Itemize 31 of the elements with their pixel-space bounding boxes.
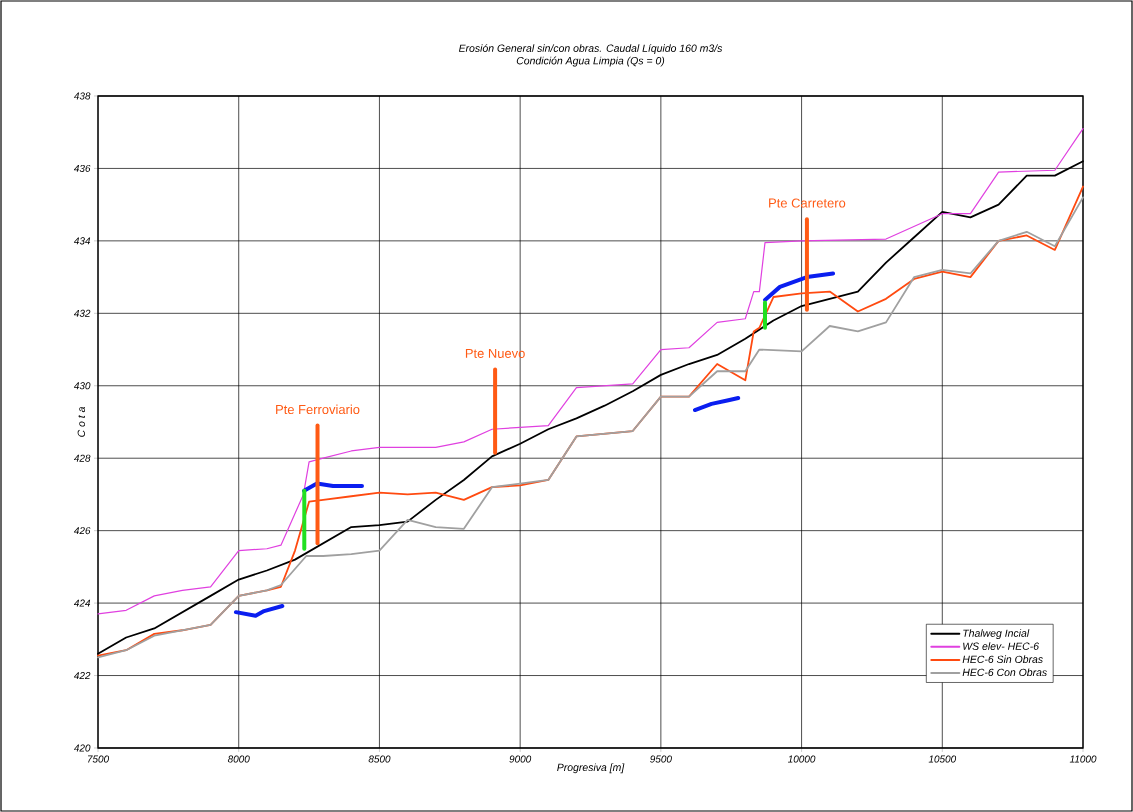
y-tick-label: 434 <box>73 237 91 245</box>
legend-label: HEC-6 Con Obras <box>962 668 1047 677</box>
x-tick-label: 8500 <box>368 755 391 763</box>
y-tick-label: 430 <box>73 382 91 390</box>
y-tick-label: 438 <box>73 92 91 100</box>
y-tick-label: 432 <box>73 309 91 317</box>
x-tick-label: 7500 <box>87 755 110 763</box>
legend-label: WS elev- HEC-6 <box>963 642 1039 650</box>
x-tick-label: 11000 <box>1069 755 1097 763</box>
x-tick-label: 9500 <box>650 755 672 763</box>
line-series <box>763 271 836 302</box>
legend-label: HEC-6 Sin Obras <box>962 655 1043 664</box>
x-tick-label: 10000 <box>788 755 816 763</box>
x-tick-label: 10500 <box>928 755 957 763</box>
line-series <box>692 396 741 413</box>
y-tick-label: 436 <box>73 164 91 172</box>
y-axis-title: C o t a <box>77 406 86 437</box>
legend-label: Thalweg Incial <box>963 629 1030 639</box>
y-tick-label: 422 <box>73 672 91 680</box>
y-tick-label: 424 <box>73 599 91 607</box>
x-axis-title: Progresiva [m] <box>557 763 625 774</box>
line-series <box>233 603 285 618</box>
y-tick-label: 420 <box>73 744 91 752</box>
x-tick-label: 9000 <box>509 755 532 763</box>
y-tick-label: 428 <box>73 454 91 462</box>
chart-title: Erosión General sin/con obras. Caudal Líquido 160 m3/s <box>458 44 723 55</box>
annotation: Pte Ferroviario <box>276 404 360 415</box>
annotation: Pte Nuevo <box>465 348 525 358</box>
chart-subtitle: Condición Agua Limpia (Qs = 0) <box>516 56 665 67</box>
x-tick-label: 8000 <box>227 755 250 763</box>
y-tick-label: 426 <box>73 527 91 535</box>
